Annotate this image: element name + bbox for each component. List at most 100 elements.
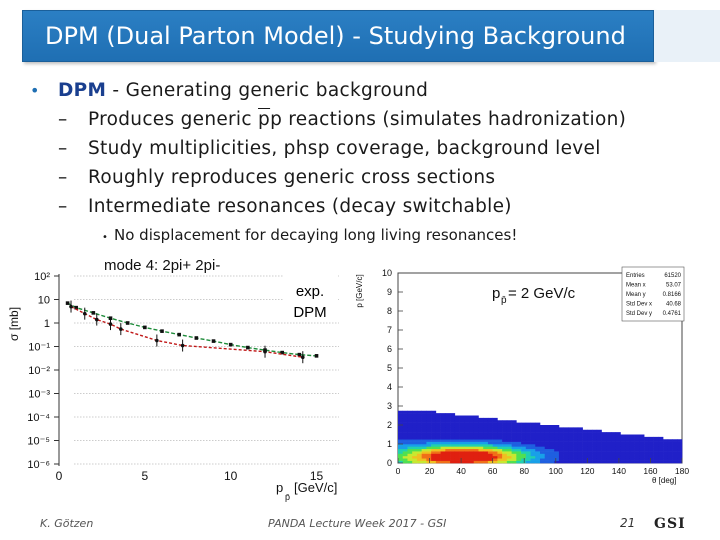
heatmap-cell [663,458,669,461]
heatmap-cell [421,451,427,454]
heatmap-cell [530,460,536,464]
heatmap-cell [563,434,569,438]
heatmap-cell [544,425,550,428]
heatmap-cell [667,441,673,445]
heatmap-cell [549,451,555,454]
heatmap-cell [558,451,564,454]
heatmap-cell [530,441,536,445]
heatmap-cell [426,458,432,461]
heatmap-cell [431,453,437,457]
heatmap-cell [648,436,654,440]
heatmap-cell [554,432,560,435]
heatmap-cell [672,460,678,464]
heatmap-cell [677,444,683,447]
heatmap-cell [450,422,456,426]
heatmap-cell [407,429,413,433]
heatmap-cell [445,455,451,459]
heatmap-cell [653,451,659,454]
heatmap-cell [672,444,678,447]
heatmap-cell [582,439,588,442]
heatmap-cell [563,451,569,454]
heatmap-cell [634,434,640,438]
heatmap-cell [530,448,536,452]
heatmap-cell [502,420,508,423]
heatmap-cell [601,453,607,457]
heatmap-cell [658,460,664,464]
heatmap-cell [615,436,621,440]
heatmap-cell [511,448,517,452]
heatmap-cell [587,429,593,433]
heatmap-cell [521,446,527,450]
heatmap-cell [644,441,650,445]
dpm-point [228,342,233,347]
heatmap-cell [445,415,451,419]
heatmap-cell [502,432,508,435]
heatmap-cell [402,415,408,419]
heatmap-cell [625,448,631,452]
heatmap-cell [431,451,437,454]
heatmap-cell [459,417,465,421]
heatmap-cell [544,455,550,459]
heatmap-cell [469,448,475,452]
heatmap-cell [525,429,531,433]
heatmap-cell [639,441,645,445]
heatmap-cell [568,460,574,464]
heatmap-cell [469,434,475,438]
heatmap-cell [521,427,527,431]
heatmap-cells [398,410,683,464]
x-axis-label-sub: p̄ [285,492,290,502]
heatmap-cell [464,458,470,461]
heatmap-cell [464,451,470,454]
heatmap-cell [478,439,484,442]
heatmap-cell [558,448,564,452]
heatmap-cell [483,448,489,452]
heatmap-cell [412,410,418,414]
heatmap-cell [416,429,422,433]
heatmap-cell [445,441,451,445]
heatmap-cell [535,446,541,450]
heatmap-cell [639,444,645,447]
heatmap-cell [416,432,422,435]
heatmap-cell [639,458,645,461]
heatmap-cell [398,410,404,414]
heatmap-cell [592,432,598,435]
heatmap-cell [398,427,404,431]
heatmap-cell [506,455,512,459]
heatmap-cell [568,429,574,433]
heatmap-cell [483,439,489,442]
dpm-point [211,339,216,343]
heatmap-cell [492,417,498,421]
y-tick-label: 8 [387,306,392,316]
heatmap-cell [663,446,669,450]
heatmap-cell [398,446,404,450]
heatmap-cell [606,436,612,440]
heatmap-cell [440,420,446,423]
stats-entries: Entries 61520 Mean x 53.07 Mean y 0.8166 Std D… [626,273,682,317]
heatmap-cell [487,460,493,464]
heatmap-cell [592,434,598,438]
heatmap-cell [402,441,408,445]
heatmap-cell [440,422,446,426]
plot-title: mode 4: 2pi+ 2pi- [104,257,220,274]
heatmap-cell [511,429,517,433]
heatmap-cell [615,448,621,452]
heatmap-cell [492,436,498,440]
heatmap-cell [402,451,408,454]
heatmap-cell [435,432,441,435]
heatmap-cell [459,429,465,433]
heatmap-cell [606,455,612,459]
heatmap-cell [573,429,579,433]
heatmap-cell [625,453,631,457]
bullet-main: • DPM - Generating generic background [30,76,710,105]
heatmap-cell [516,458,522,461]
dpm-point [125,321,130,325]
heatmap-cell [544,436,550,440]
heatmap-cell [426,417,432,421]
heatmap-cell [398,448,404,452]
heatmap-cell [577,460,583,464]
heatmap-cell [445,432,451,435]
heatmap-cell [596,451,602,454]
heatmap-cell [398,451,404,454]
heatmap-cell [450,455,456,459]
heatmap-cell [639,451,645,454]
